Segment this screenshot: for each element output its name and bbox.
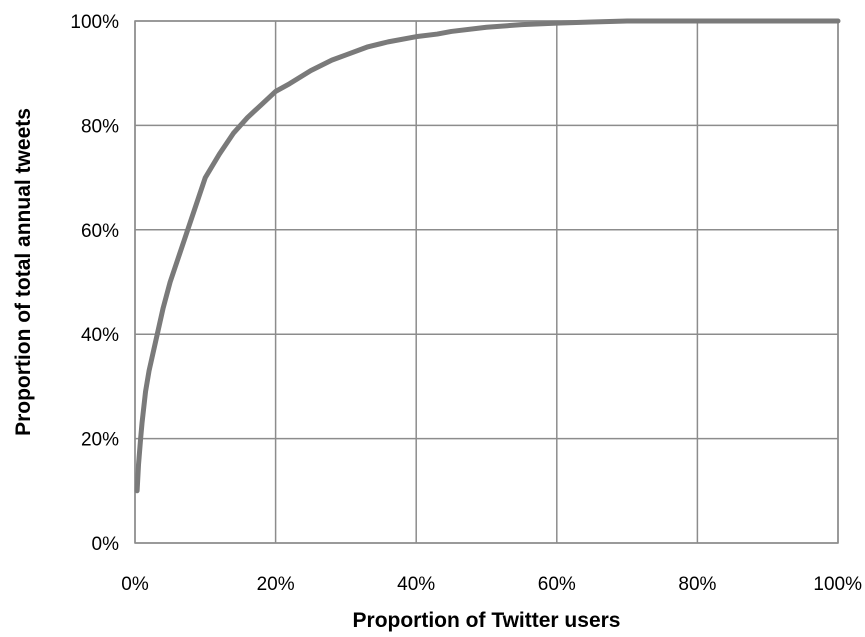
x-tick-label: 100% — [813, 574, 862, 595]
y-tick-label: 20% — [81, 430, 119, 451]
x-tick-label: 60% — [538, 574, 576, 595]
vertical-gridlines — [134, 21, 839, 543]
x-tick-label: 40% — [397, 574, 435, 595]
x-tick-labels: 0% 20% 40% 60% 80% 100% — [121, 574, 862, 595]
y-axis-title: Proportion of total annual tweets — [12, 108, 35, 436]
x-tick-label: 20% — [257, 574, 295, 595]
x-axis-title: Proportion of Twitter users — [353, 609, 621, 632]
y-tick-label: 100% — [70, 12, 119, 33]
x-tick-label: 0% — [121, 574, 149, 595]
plot-area-border — [134, 20, 839, 544]
series-line — [134, 18, 841, 494]
y-tick-label: 0% — [92, 534, 120, 555]
y-tick-label: 80% — [81, 116, 119, 137]
series-layer — [134, 18, 841, 494]
y-tick-labels: 0% 20% 40% 60% 80% 100% — [70, 12, 119, 555]
y-tick-label: 60% — [81, 221, 119, 242]
horizontal-gridlines — [135, 20, 838, 544]
x-tick-label: 80% — [678, 574, 716, 595]
y-tick-label: 40% — [81, 325, 119, 346]
